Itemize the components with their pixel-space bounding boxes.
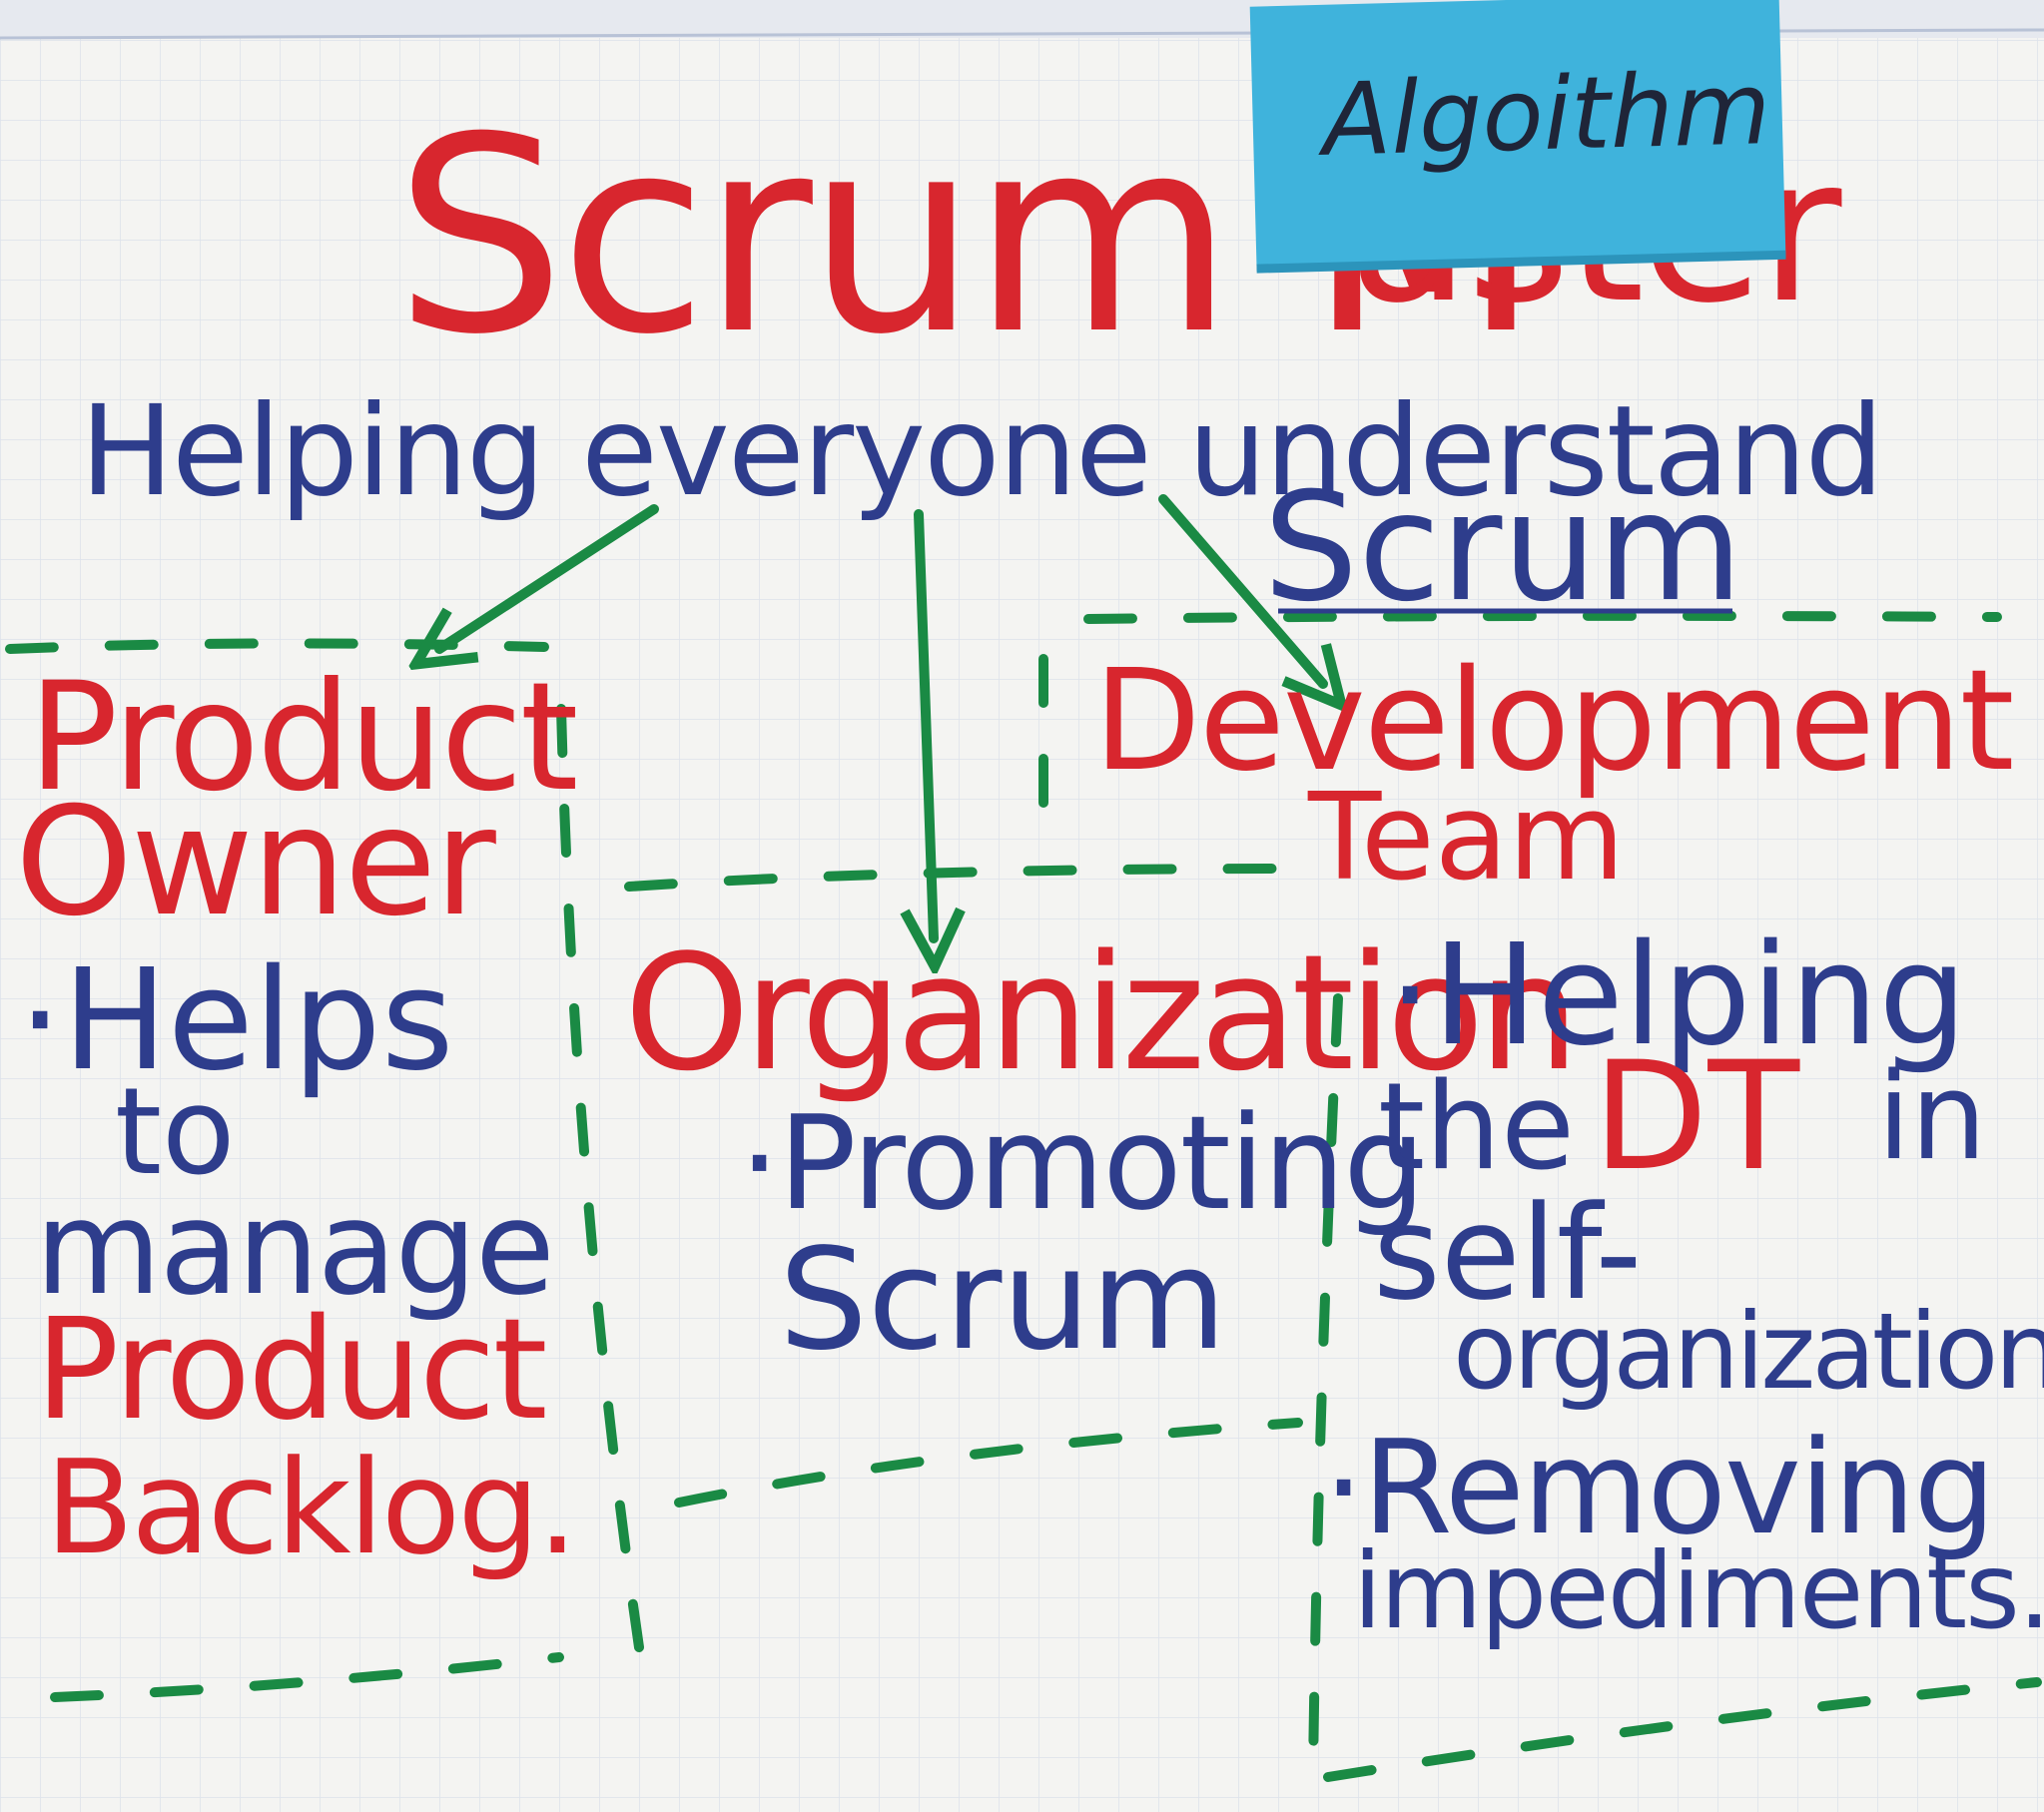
subtitle-scrum: Scrum [1263,461,1743,635]
development-team-line: impediments. [1353,1530,2044,1652]
development-team-heading-line2: Team [1307,769,1625,907]
sticky-note-paper [1249,0,1786,272]
product-owner-line: Backlog. [45,1432,575,1583]
development-team-line: in [1877,1048,1986,1187]
product-owner-line: to [115,1063,235,1202]
product-owner-heading-line2: Owner [15,776,496,949]
product-owner-heading-line1: Product [28,651,576,825]
organization-line: Scrum [779,1219,1227,1382]
green-arrows [439,494,1323,938]
development-team-line: DT [1593,1030,1801,1204]
subtitle-helping-everyone-understand: Helping everyone understand [80,379,1882,524]
sticky-note-text: Algoithm [1315,50,1772,179]
product-owner-line: manage [35,1172,553,1324]
arrow-to-organization [919,509,934,938]
development-team-line: ·Helping [1388,914,1967,1077]
product-owner-line: Product [35,1289,545,1452]
development-team-heading-line1: Development [1093,640,2012,803]
development-team-line: the [1378,1058,1575,1197]
development-team-line: organization [1453,1291,2044,1413]
sticky-note-shadow [1256,250,1786,274]
development-team-line: ·Removing [1323,1412,1994,1563]
sticky-note: Algoithm [1249,0,1786,274]
arrow-to-development-team [1158,494,1323,684]
product-owner-line: ·Helps [18,939,454,1102]
development-team-line: self- [1373,1177,1642,1329]
organization-line: ·Promoting [739,1087,1424,1239]
organization-heading: Organization [624,919,1574,1106]
arrow-to-product-owner [439,504,659,649]
